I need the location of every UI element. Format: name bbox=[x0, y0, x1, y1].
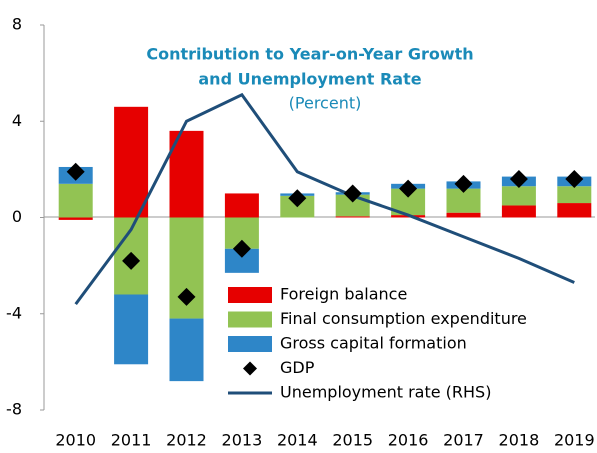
gdp-marker bbox=[122, 251, 141, 270]
x-tick-label: 2013 bbox=[222, 431, 263, 450]
bar bbox=[169, 318, 204, 382]
gdp-marker bbox=[399, 179, 418, 198]
bar bbox=[557, 203, 592, 218]
x-tick-label: 2015 bbox=[332, 431, 373, 450]
chart-title: and Unemployment Rate bbox=[198, 70, 421, 89]
gdp-marker bbox=[454, 174, 473, 193]
legend-label: Gross capital formation bbox=[280, 334, 467, 353]
gdp-marker bbox=[288, 189, 307, 208]
unemployment-line bbox=[74, 92, 575, 306]
x-tick-label: 2012 bbox=[166, 431, 207, 450]
legend-label: Foreign balance bbox=[280, 285, 407, 304]
gdp-marker bbox=[509, 170, 528, 188]
y-tick-label: 4 bbox=[12, 111, 22, 130]
bar bbox=[501, 205, 536, 218]
bar bbox=[58, 217, 93, 220]
chart-subtitle: (Percent) bbox=[289, 94, 362, 113]
bar bbox=[446, 212, 481, 218]
gdp-marker bbox=[177, 287, 196, 306]
y-tick-label: -8 bbox=[6, 400, 22, 419]
bar bbox=[114, 294, 149, 365]
x-tick-label: 2016 bbox=[388, 431, 429, 450]
legend-label: GDP bbox=[280, 358, 315, 377]
y-tick-label: 0 bbox=[12, 207, 22, 226]
gdp-marker bbox=[343, 184, 362, 203]
x-tick-label: 2018 bbox=[499, 431, 540, 450]
y-tick-label: 8 bbox=[12, 15, 22, 34]
y-tick-label: -4 bbox=[6, 303, 22, 322]
gdp-marker bbox=[565, 170, 584, 188]
legend-swatch bbox=[228, 287, 272, 303]
x-tick-label: 2014 bbox=[277, 431, 318, 450]
legend-swatch bbox=[228, 336, 272, 352]
bar bbox=[114, 106, 149, 218]
legend-swatch bbox=[243, 361, 257, 376]
bar bbox=[501, 186, 536, 206]
bar bbox=[224, 193, 259, 218]
bar bbox=[335, 216, 370, 218]
chart-title: Contribution to Year-on-Year Growth bbox=[146, 45, 473, 64]
bar bbox=[58, 183, 93, 218]
legend-label: Final consumption expenditure bbox=[280, 309, 527, 328]
gdp-marker bbox=[66, 162, 85, 181]
x-tick-label: 2019 bbox=[554, 431, 595, 450]
legend-label: Unemployment rate (RHS) bbox=[280, 383, 491, 402]
x-tick-label: 2011 bbox=[111, 431, 152, 450]
x-tick-label: 2010 bbox=[55, 431, 96, 450]
bar bbox=[557, 186, 592, 204]
x-tick-label: 2017 bbox=[443, 431, 484, 450]
legend-swatch bbox=[228, 311, 272, 328]
gdp-marker bbox=[232, 239, 251, 258]
